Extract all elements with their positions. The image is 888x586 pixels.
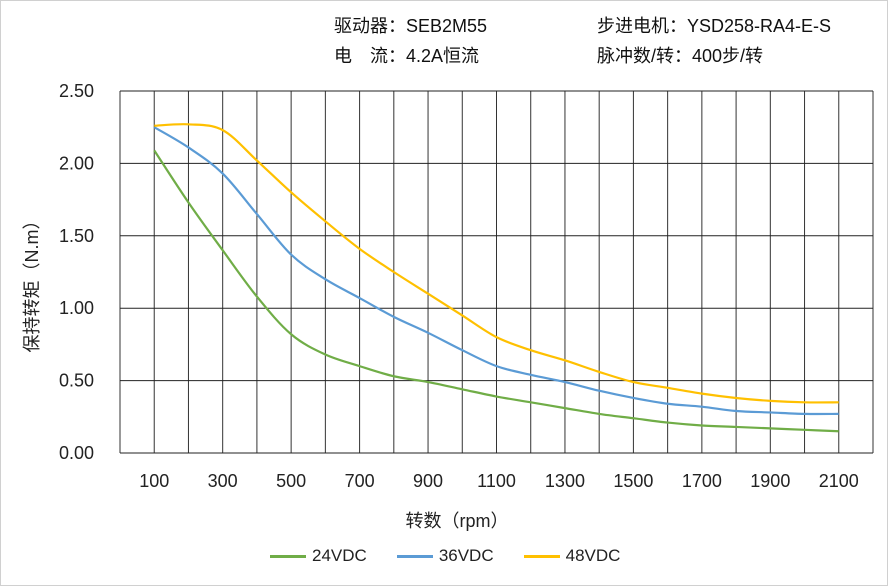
y-tick-label: 0.50 [59,371,94,391]
series-line-24vdc [153,149,839,433]
x-tick-label: 300 [208,471,238,491]
series-line-36vdc [153,126,839,416]
y-tick-label: 1.50 [59,226,94,246]
x-tick-label: 1700 [682,471,722,491]
legend-swatch [523,554,560,558]
x-tick-label: 1900 [750,471,790,491]
current-label: 电 流：4.2A恒流 [334,46,480,66]
y-tick-label: 1.00 [59,298,94,318]
x-tick-label: 1300 [545,471,585,491]
y-axis-label: 保持转矩（N.m） [22,212,42,353]
x-tick-label: 900 [413,471,443,491]
legend-item: 24VDC [270,546,367,566]
pulses-label: 脉冲数/转：400步/转 [597,46,764,66]
x-axis-label: 转数（rpm） [406,511,509,531]
y-tick-label: 2.00 [59,153,94,173]
x-tick-label: 500 [276,471,306,491]
x-tick-label: 700 [345,471,375,491]
x-tick-label: 1500 [613,471,653,491]
legend-swatch [396,554,433,558]
x-tick-label: 2100 [819,471,859,491]
legend-label: 24VDC [312,546,367,565]
motor-label: 步进电机：YSD258-RA4-E-S [597,16,832,36]
x-tick-label: 100 [139,471,169,491]
legend-item: 36VDC [396,546,494,566]
x-tick-label: 1100 [477,471,516,491]
y-tick-label: 0.00 [59,443,94,463]
legend-label: 48VDC [565,546,621,565]
legend-label: 36VDC [438,546,494,565]
y-tick-label: 2.50 [59,81,94,101]
legend-item: 48VDC [523,546,621,566]
legend-swatch [270,554,306,558]
driver-label: 驱动器：SEB2M55 [334,16,488,36]
legend: 24VDC 36VDC 48VDC [270,546,620,566]
series-line-48vdc [154,123,839,404]
